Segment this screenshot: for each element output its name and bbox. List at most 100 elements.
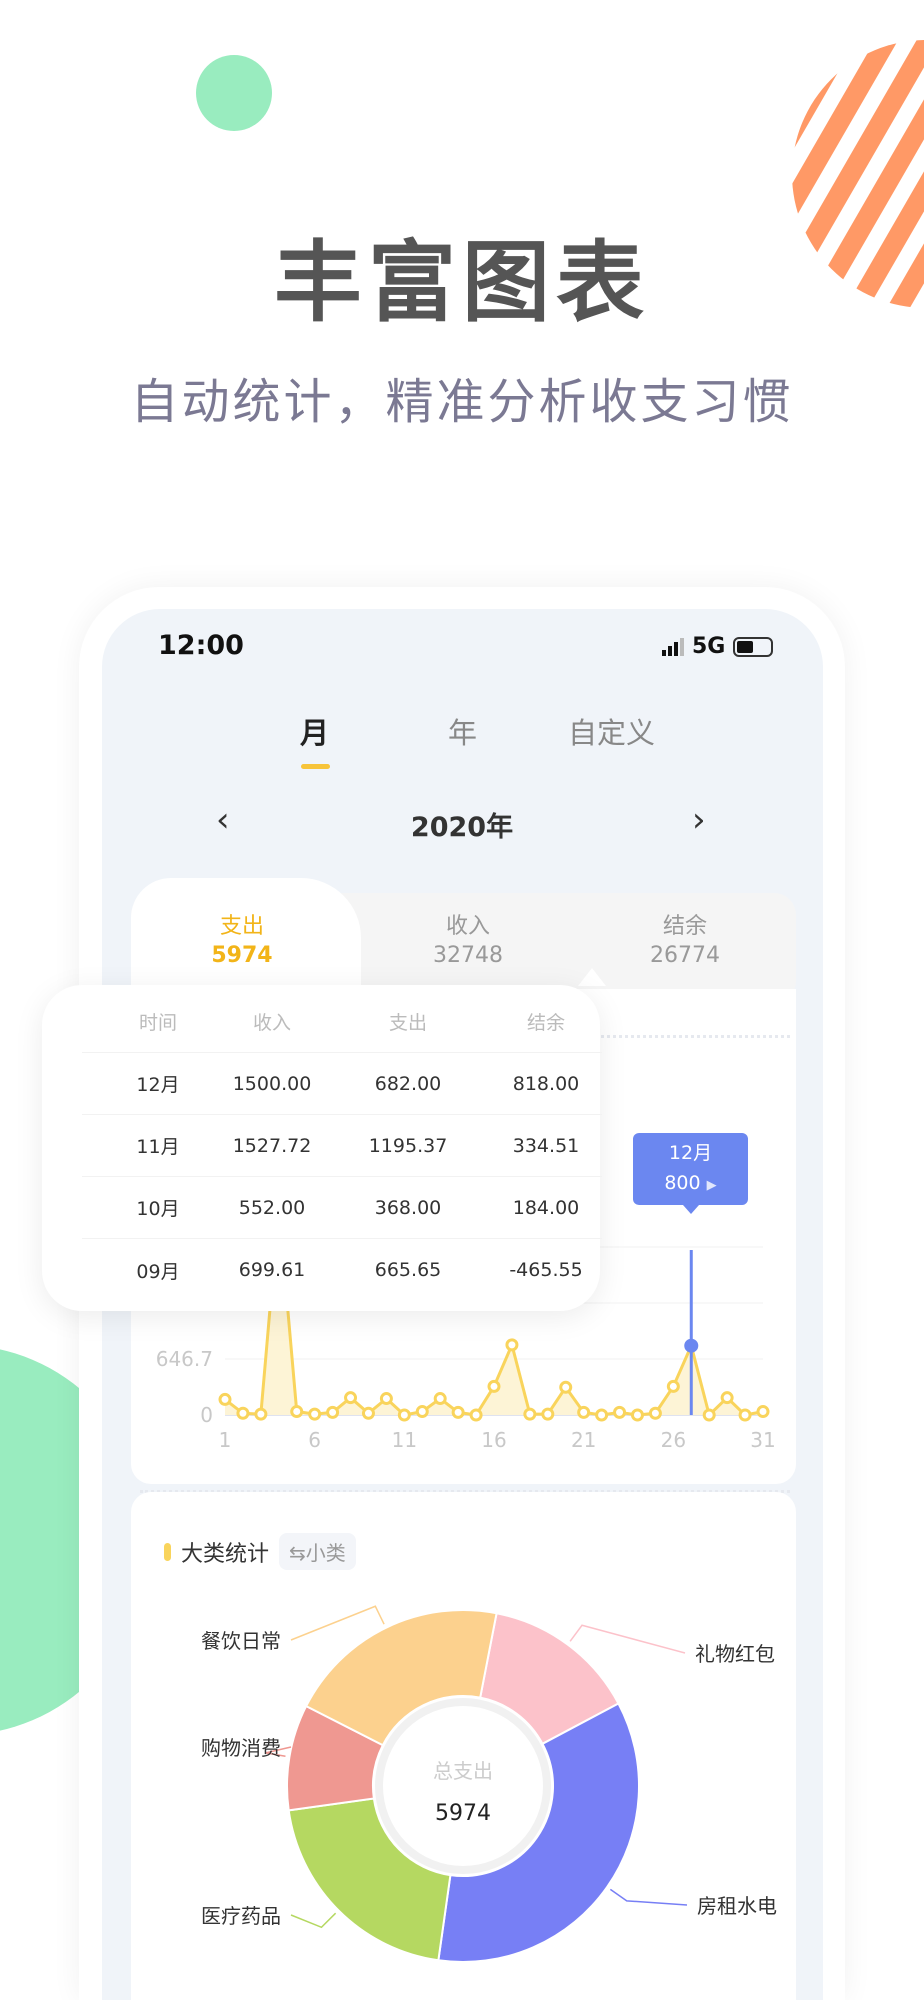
data-point [487, 1379, 501, 1393]
data-point [559, 1380, 573, 1394]
table-row: 12月 1500.00 682.00 818.00 [82, 1053, 602, 1115]
network-label: 5G [692, 634, 726, 659]
slice-label: 房租水电 [697, 1894, 777, 1918]
data-point [523, 1407, 537, 1421]
x-tick-label: 1 [219, 1428, 232, 1452]
summary-balance[interactable]: 结余 26774 [595, 912, 775, 970]
data-point [397, 1408, 411, 1422]
promo-title: 丰富图表 [273, 231, 650, 334]
subcategory-toggle-button[interactable]: ⇆小类 [279, 1533, 356, 1570]
x-tick-label: 21 [571, 1428, 596, 1452]
col-header: 收入 [252, 1012, 292, 1034]
leader-line [609, 1888, 688, 1906]
table-cell: 184.00 [512, 1196, 580, 1219]
table-cell: 552.00 [238, 1196, 306, 1219]
data-point [236, 1406, 250, 1420]
year-label: 2020年 [410, 812, 514, 843]
divider [140, 1490, 790, 1493]
col-header: 支出 [388, 1012, 428, 1034]
leader-line [265, 1746, 292, 1757]
table-cell: 699.61 [238, 1259, 306, 1281]
tooltip-value: 800 [664, 1172, 701, 1194]
data-point [415, 1405, 429, 1419]
slice-label: 礼物红包 [695, 1642, 775, 1666]
data-point [469, 1408, 483, 1422]
tab-month[interactable]: 月 [300, 716, 330, 750]
leader-line [290, 1605, 385, 1641]
donut-center [375, 1698, 551, 1874]
summary-label: 结余 [662, 914, 707, 939]
play-icon: ▶ [706, 1178, 717, 1193]
chevron-left-icon[interactable]: ‹ [216, 800, 230, 840]
slice-label: 购物消费 [201, 1736, 281, 1760]
table-cell: -465.55 [509, 1259, 583, 1281]
data-point [254, 1407, 268, 1421]
status-time: 12:00 [158, 630, 244, 661]
table-cell: 665.65 [374, 1259, 442, 1281]
data-point [379, 1392, 393, 1406]
x-tick-label: 16 [481, 1428, 506, 1452]
summary-value: 32748 [433, 943, 503, 968]
summary-label: 支出 [219, 914, 264, 939]
tooltip-label: 12月 [668, 1142, 713, 1164]
x-tick-label: 6 [308, 1428, 321, 1452]
category-header: 大类统计 ⇆小类 [164, 1533, 356, 1570]
table-cell: 682.00 [374, 1072, 442, 1095]
data-point [720, 1391, 734, 1405]
data-point [326, 1405, 340, 1419]
tab-custom[interactable]: 自定义 [568, 716, 656, 750]
data-point [613, 1405, 627, 1419]
data-point [577, 1405, 591, 1419]
section-title: 大类统计 [181, 1541, 270, 1567]
table-row: 10月 552.00 368.00 184.00 [82, 1177, 602, 1239]
col-header: 时间 [138, 1012, 178, 1034]
data-point [702, 1408, 716, 1422]
pie-slice [304, 1609, 498, 1747]
data-point [541, 1407, 555, 1421]
table-cell: 1500.00 [232, 1072, 312, 1095]
section-marker [164, 1542, 171, 1561]
slice-label: 医疗药品 [201, 1904, 281, 1928]
promo-subtitle: 自动统计，精准分析收支习惯 [130, 374, 794, 430]
chevron-right-icon[interactable]: › [692, 800, 706, 840]
highlight-point [684, 1338, 699, 1353]
pie-slice [287, 1797, 452, 1962]
chart-tooltip: 12月 800 ▶ [633, 1133, 748, 1214]
data-point [290, 1405, 304, 1419]
table-cell: 1527.72 [232, 1134, 312, 1157]
pie-slice [437, 1702, 640, 1963]
popup-pointer [578, 968, 606, 986]
status-icons: 5G [662, 634, 774, 659]
x-tick-label: 26 [661, 1428, 686, 1452]
battery-icon [733, 636, 774, 657]
table-cell: 11月 [136, 1136, 180, 1158]
x-tick-label: 31 [750, 1428, 775, 1452]
table-cell: 12月 [136, 1074, 180, 1096]
data-point [648, 1406, 662, 1420]
leader-line [569, 1624, 686, 1654]
data-point [218, 1392, 232, 1406]
table-cell: 10月 [136, 1198, 180, 1220]
summary-value: 26774 [650, 943, 720, 968]
leader-line [290, 1912, 337, 1929]
data-point [344, 1391, 358, 1405]
signal-icon [662, 637, 684, 656]
summary-income[interactable]: 收入 32748 [378, 912, 558, 970]
data-point [433, 1392, 447, 1406]
summary-expense[interactable]: 支出 5974 [152, 912, 332, 970]
active-tab-indicator [301, 764, 330, 769]
center-label: 总支出 [433, 1759, 493, 1783]
tab-year[interactable]: 年 [448, 716, 478, 750]
data-point [666, 1379, 680, 1393]
data-point [451, 1405, 465, 1419]
table-cell: 818.00 [512, 1072, 580, 1095]
striped-circle [792, 40, 924, 308]
y-tick-label: 0 [200, 1403, 213, 1427]
table-cell: 09月 [136, 1260, 180, 1283]
monthly-table-popup: 时间 收入 支出 结余 12月 1500.00 682.00 818.00 11月 152… [42, 985, 602, 1311]
summary-active-bg [131, 878, 361, 1003]
data-point [756, 1405, 770, 1419]
table-header: 时间 收入 支出 结余 [82, 991, 602, 1053]
decor-circle-green [196, 55, 272, 131]
